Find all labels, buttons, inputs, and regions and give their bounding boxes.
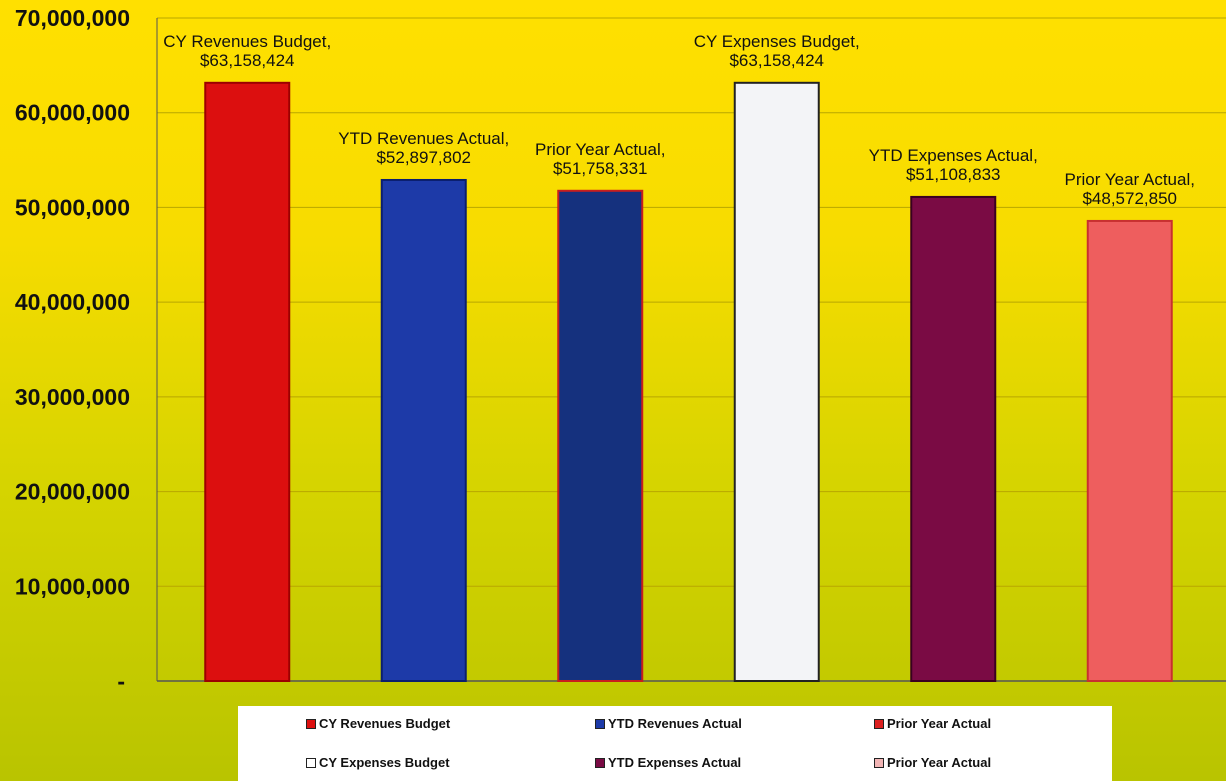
bar (380, 178, 467, 683)
data-label: CY Expenses Budget, $63,158,424 (694, 32, 860, 70)
data-label: Prior Year Actual, $51,758,331 (535, 140, 665, 178)
legend-item-ytd-revenues-actual: YTD Revenues Actual (595, 716, 742, 731)
data-label: CY Revenues Budget, $63,158,424 (163, 32, 331, 70)
legend-swatch (874, 757, 884, 768)
y-tick-label: 70,000,000 (15, 5, 130, 31)
y-tick-label: 40,000,000 (15, 289, 130, 315)
bar (910, 195, 997, 683)
bar (204, 81, 291, 682)
y-tick-label: - (117, 668, 125, 694)
legend-swatch (595, 757, 605, 768)
legend-label: CY Expenses Budget (319, 755, 450, 770)
data-label: YTD Expenses Actual, $51,108,833 (869, 146, 1038, 184)
legend-item-prior-year-actual-revenues: Prior Year Actual (874, 716, 991, 731)
legend-swatch (306, 757, 316, 768)
y-tick-label: 10,000,000 (15, 573, 130, 599)
y-tick-label: 20,000,000 (15, 479, 130, 505)
legend-label: YTD Revenues Actual (608, 716, 742, 731)
legend-swatch (595, 718, 605, 729)
legend-item-cy-revenues-budget: CY Revenues Budget (306, 716, 450, 731)
legend-swatch (874, 718, 884, 729)
bar (1086, 219, 1173, 683)
y-tick-label: 50,000,000 (15, 194, 130, 220)
legend-label: YTD Expenses Actual (608, 755, 742, 770)
bar (557, 189, 644, 682)
legend-item-prior-year-actual-expenses: Prior Year Actual (874, 755, 991, 770)
legend-swatch (306, 718, 316, 729)
data-label: YTD Revenues Actual, $52,897,802 (338, 129, 509, 167)
legend-label: CY Revenues Budget (319, 716, 451, 731)
legend-label: Prior Year Actual (887, 716, 992, 731)
bar (733, 81, 820, 682)
y-tick-label: 30,000,000 (15, 384, 130, 410)
legend-label: Prior Year Actual (887, 755, 992, 770)
legend-item-ytd-expenses-actual: YTD Expenses Actual (595, 755, 741, 770)
chart-legend: CY Revenues Budget YTD Revenues Actual P… (238, 706, 1112, 781)
data-label: Prior Year Actual, $48,572,850 (1065, 170, 1195, 208)
legend-item-cy-expenses-budget: CY Expenses Budget (306, 755, 450, 770)
y-tick-label: 60,000,000 (15, 100, 130, 126)
